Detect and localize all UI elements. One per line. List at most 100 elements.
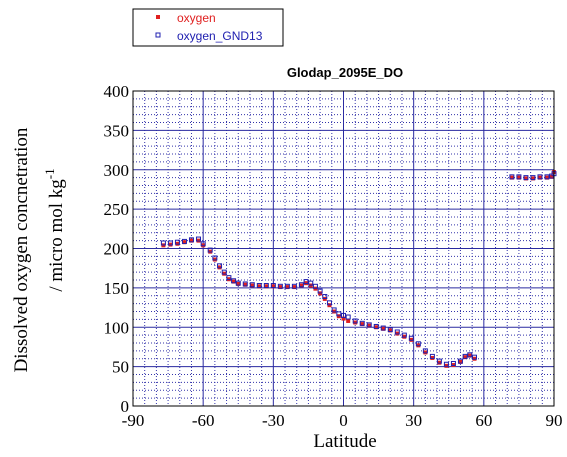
point-oxygen — [236, 281, 241, 286]
point-oxygen-gnd13 — [317, 288, 323, 294]
y-tick-label: 200 — [104, 240, 130, 259]
point-oxygen — [509, 175, 514, 180]
point-oxygen-gnd13 — [359, 320, 365, 326]
point-oxygen — [231, 279, 236, 284]
point-oxygen-gnd13 — [401, 332, 407, 338]
point-oxygen-gnd13 — [188, 237, 194, 243]
point-oxygen-gnd13 — [336, 311, 342, 317]
point-oxygen-gnd13 — [326, 300, 332, 306]
point-oxygen-gnd13 — [212, 255, 218, 261]
point-oxygen-gnd13 — [217, 263, 223, 269]
point-oxygen-gnd13 — [263, 283, 269, 289]
y-axis-label-superscript: -1 — [42, 168, 57, 179]
point-oxygen — [537, 175, 542, 180]
point-oxygen-gnd13 — [537, 174, 543, 180]
point-oxygen — [463, 355, 468, 360]
legend-marker-oxygen — [156, 15, 160, 19]
y-tick-label: 50 — [112, 358, 129, 377]
point-oxygen-gnd13 — [429, 353, 435, 359]
x-tick-label: -60 — [192, 411, 215, 430]
point-oxygen — [257, 284, 262, 289]
y-tick-label: 250 — [104, 200, 130, 219]
plot-frame — [132, 90, 555, 407]
y-tick-label: 150 — [104, 279, 130, 298]
point-oxygen — [182, 240, 187, 245]
x-tick-label: 30 — [405, 411, 422, 430]
point-oxygen — [250, 283, 255, 288]
point-oxygen-gnd13 — [380, 325, 386, 331]
point-oxygen-gnd13 — [450, 360, 456, 366]
y-axis-label-unit: / micro mol kg-1 — [42, 168, 67, 291]
point-oxygen — [549, 174, 554, 179]
point-oxygen — [467, 353, 472, 358]
point-oxygen — [292, 285, 297, 290]
point-oxygen — [264, 284, 269, 289]
y-tick-label: 100 — [104, 318, 130, 337]
point-oxygen-gnd13 — [341, 312, 346, 318]
point-oxygen-gnd13 — [366, 322, 372, 328]
y-tick-label: 0 — [121, 397, 130, 416]
point-oxygen — [544, 175, 549, 180]
grid-lines — [133, 91, 554, 406]
point-oxygen — [346, 318, 351, 323]
y-tick-labels: 0 50 100 150 200 250 300 350 400 — [104, 82, 130, 416]
chart-title: Glodap_2095E_DO — [287, 65, 403, 80]
point-oxygen-gnd13 — [226, 275, 232, 281]
y-tick-label: 350 — [104, 121, 130, 140]
point-oxygen-gnd13 — [322, 294, 328, 300]
point-oxygen-gnd13 — [457, 358, 463, 364]
data-points — [160, 170, 557, 368]
x-tick-label: -90 — [122, 411, 145, 430]
point-oxygen-gnd13 — [415, 341, 421, 347]
point-oxygen-gnd13 — [523, 175, 529, 181]
point-oxygen-gnd13 — [443, 361, 449, 367]
point-oxygen-gnd13 — [249, 282, 255, 288]
point-oxygen — [189, 238, 194, 243]
point-oxygen-gnd13 — [256, 283, 262, 289]
point-oxygen — [516, 175, 521, 180]
point-oxygen-gnd13 — [462, 353, 468, 359]
point-oxygen-gnd13 — [174, 239, 180, 245]
x-tick-label: 60 — [475, 411, 492, 430]
y-axis-label-line1: Dissolved oxygen concnetration — [11, 127, 32, 372]
point-oxygen-gnd13 — [509, 174, 515, 180]
point-oxygen-gnd13 — [308, 280, 314, 286]
x-tick-labels: -90 -60 -30 0 30 60 90 — [122, 411, 563, 430]
point-oxygen-gnd13 — [160, 240, 166, 246]
point-oxygen-gnd13 — [394, 329, 400, 335]
point-oxygen — [341, 316, 346, 321]
point-oxygen-gnd13 — [387, 327, 393, 333]
point-oxygen-gnd13 — [298, 282, 304, 288]
x-tick-label: 90 — [546, 411, 563, 430]
x-axis-label: Latitude — [313, 431, 376, 452]
point-oxygen — [360, 322, 365, 327]
point-oxygen-gnd13 — [303, 279, 309, 285]
point-oxygen-gnd13 — [195, 236, 201, 242]
point-oxygen-gnd13 — [235, 280, 241, 286]
point-oxygen-gnd13 — [373, 323, 379, 329]
point-oxygen-gnd13 — [231, 278, 237, 284]
point-oxygen — [271, 284, 276, 289]
point-oxygen — [458, 359, 463, 364]
point-oxygen-gnd13 — [284, 283, 290, 289]
point-oxygen-gnd13 — [422, 348, 428, 354]
legend-marker-oxygen-gnd13 — [155, 32, 161, 38]
point-oxygen-gnd13 — [207, 247, 213, 253]
svg-text:/ micro mol kg-1: / micro mol kg-1 — [42, 168, 67, 291]
x-tick-label: 0 — [339, 411, 348, 430]
legend: oxygen oxygen_GND13 — [132, 8, 284, 47]
point-oxygen-gnd13 — [242, 281, 248, 287]
point-oxygen — [278, 285, 283, 290]
point-oxygen-gnd13 — [277, 283, 283, 289]
point-oxygen-gnd13 — [530, 175, 536, 181]
point-oxygen-gnd13 — [167, 240, 173, 246]
point-oxygen-gnd13 — [345, 314, 351, 320]
point-oxygen-gnd13 — [270, 283, 276, 289]
point-oxygen — [285, 285, 290, 290]
point-oxygen — [523, 176, 528, 181]
point-oxygen — [374, 325, 379, 330]
point-oxygen-gnd13 — [436, 358, 442, 364]
y-tick-label: 300 — [104, 161, 130, 180]
point-oxygen-gnd13 — [544, 174, 550, 180]
